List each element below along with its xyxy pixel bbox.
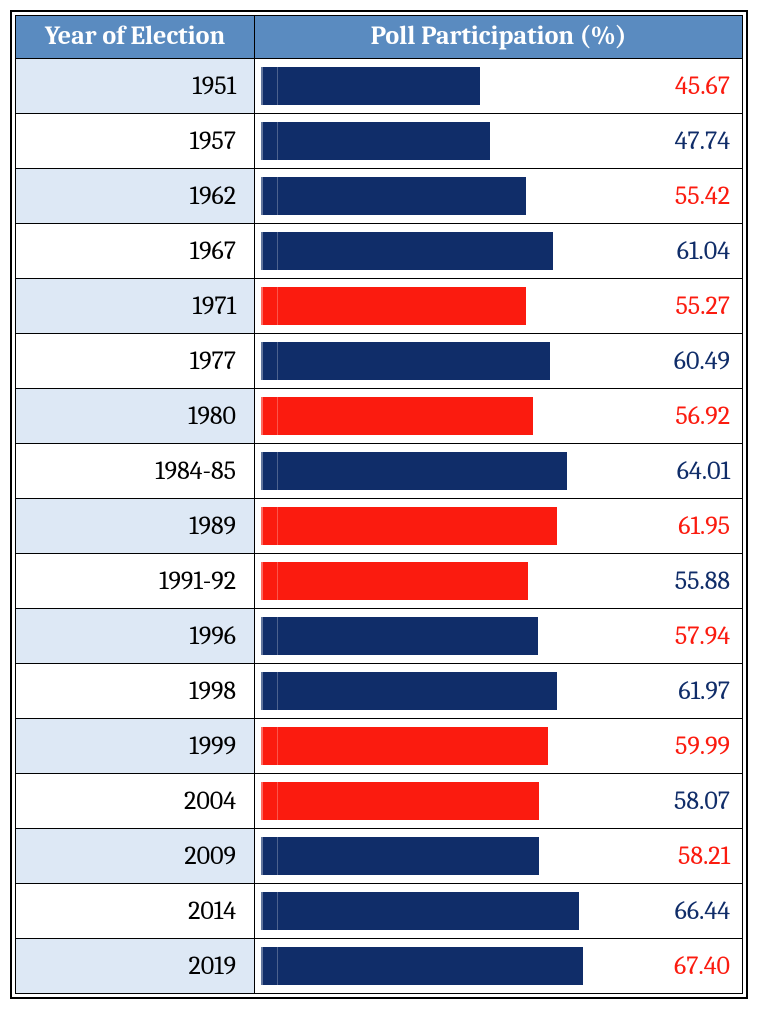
- bar-cell: 55.27: [255, 278, 743, 333]
- year-cell: 1996: [16, 608, 255, 663]
- participation-value: 55.88: [675, 566, 730, 596]
- participation-bar: [261, 287, 526, 325]
- bar-cell: 61.95: [255, 498, 743, 553]
- table-row: 2019 67.40: [16, 938, 743, 993]
- bar-cell: 59.99: [255, 718, 743, 773]
- bar-cell: 58.21: [255, 828, 743, 883]
- table-row: 1957 47.74: [16, 113, 743, 168]
- year-cell: 2014: [16, 883, 255, 938]
- participation-value: 59.99: [675, 731, 730, 761]
- year-cell: 1977: [16, 333, 255, 388]
- bar-cell: 45.67: [255, 58, 743, 113]
- table-row: 2009 58.21: [16, 828, 743, 883]
- participation-value: 61.04: [677, 236, 730, 266]
- table-row: 1996 57.94: [16, 608, 743, 663]
- participation-value: 45.67: [675, 71, 730, 101]
- year-cell: 1980: [16, 388, 255, 443]
- participation-value: 60.49: [674, 346, 730, 376]
- participation-bar: [261, 947, 583, 985]
- participation-bar: [261, 232, 553, 270]
- table-row: 2004 58.07: [16, 773, 743, 828]
- bar-cell: 47.74: [255, 113, 743, 168]
- table-row: 1989 61.95: [16, 498, 743, 553]
- bar-cell: 55.42: [255, 168, 743, 223]
- table-row: 1977 60.49: [16, 333, 743, 388]
- participation-value: 56.92: [675, 401, 730, 431]
- participation-bar: [261, 892, 579, 930]
- bar-cell: 64.01: [255, 443, 743, 498]
- table-row: 2014 66.44: [16, 883, 743, 938]
- year-cell: 1984-85: [16, 443, 255, 498]
- year-cell: 1971: [16, 278, 255, 333]
- participation-bar: [261, 342, 550, 380]
- participation-bar: [261, 562, 528, 600]
- bar-cell: 58.07: [255, 773, 743, 828]
- participation-value: 61.97: [678, 676, 730, 706]
- bar-cell: 56.92: [255, 388, 743, 443]
- participation-value: 47.74: [675, 126, 730, 156]
- participation-bar: [261, 617, 538, 655]
- year-cell: 1989: [16, 498, 255, 553]
- table-row: 1999 59.99: [16, 718, 743, 773]
- participation-bar: [261, 67, 480, 105]
- table-row: 1967 61.04: [16, 223, 743, 278]
- header-year: Year of Election: [16, 16, 255, 59]
- bar-cell: 61.97: [255, 663, 743, 718]
- year-cell: 2004: [16, 773, 255, 828]
- year-cell: 2009: [16, 828, 255, 883]
- year-cell: 1951: [16, 58, 255, 113]
- participation-bar: [261, 452, 567, 490]
- participation-bar: [261, 837, 539, 875]
- participation-bar: [261, 782, 539, 820]
- header-row: Year of Election Poll Participation (%): [16, 16, 743, 59]
- participation-bar: [261, 507, 557, 545]
- year-cell: 1957: [16, 113, 255, 168]
- participation-value: 55.42: [675, 181, 730, 211]
- table-row: 1998 61.97: [16, 663, 743, 718]
- year-cell: 1967: [16, 223, 255, 278]
- participation-bar: [261, 727, 548, 765]
- year-cell: 1991-92: [16, 553, 255, 608]
- participation-value: 58.07: [674, 786, 730, 816]
- table-row: 1980 56.92: [16, 388, 743, 443]
- participation-bar: [261, 672, 557, 710]
- participation-value: 61.95: [678, 511, 730, 541]
- bar-cell: 60.49: [255, 333, 743, 388]
- table-row: 1962 55.42: [16, 168, 743, 223]
- year-cell: 2019: [16, 938, 255, 993]
- year-cell: 1962: [16, 168, 255, 223]
- bar-cell: 66.44: [255, 883, 743, 938]
- year-cell: 1998: [16, 663, 255, 718]
- participation-bar: [261, 177, 526, 215]
- participation-value: 66.44: [675, 896, 730, 926]
- participation-value: 55.27: [675, 291, 730, 321]
- table-row: 1991-92 55.88: [16, 553, 743, 608]
- participation-bar: [261, 397, 533, 435]
- bar-cell: 67.40: [255, 938, 743, 993]
- bar-cell: 61.04: [255, 223, 743, 278]
- participation-value: 67.40: [674, 951, 730, 981]
- year-cell: 1999: [16, 718, 255, 773]
- participation-bar: [261, 122, 490, 160]
- participation-value: 57.94: [675, 621, 730, 651]
- bar-cell: 57.94: [255, 608, 743, 663]
- table-row: 1971 55.27: [16, 278, 743, 333]
- poll-participation-table: Year of Election Poll Participation (%) …: [10, 10, 748, 999]
- table-row: 1951 45.67: [16, 58, 743, 113]
- header-poll: Poll Participation (%): [255, 16, 743, 59]
- data-table: Year of Election Poll Participation (%) …: [15, 15, 743, 994]
- bar-cell: 55.88: [255, 553, 743, 608]
- participation-value: 58.21: [678, 841, 730, 871]
- table-row: 1984-85 64.01: [16, 443, 743, 498]
- participation-value: 64.01: [677, 456, 730, 486]
